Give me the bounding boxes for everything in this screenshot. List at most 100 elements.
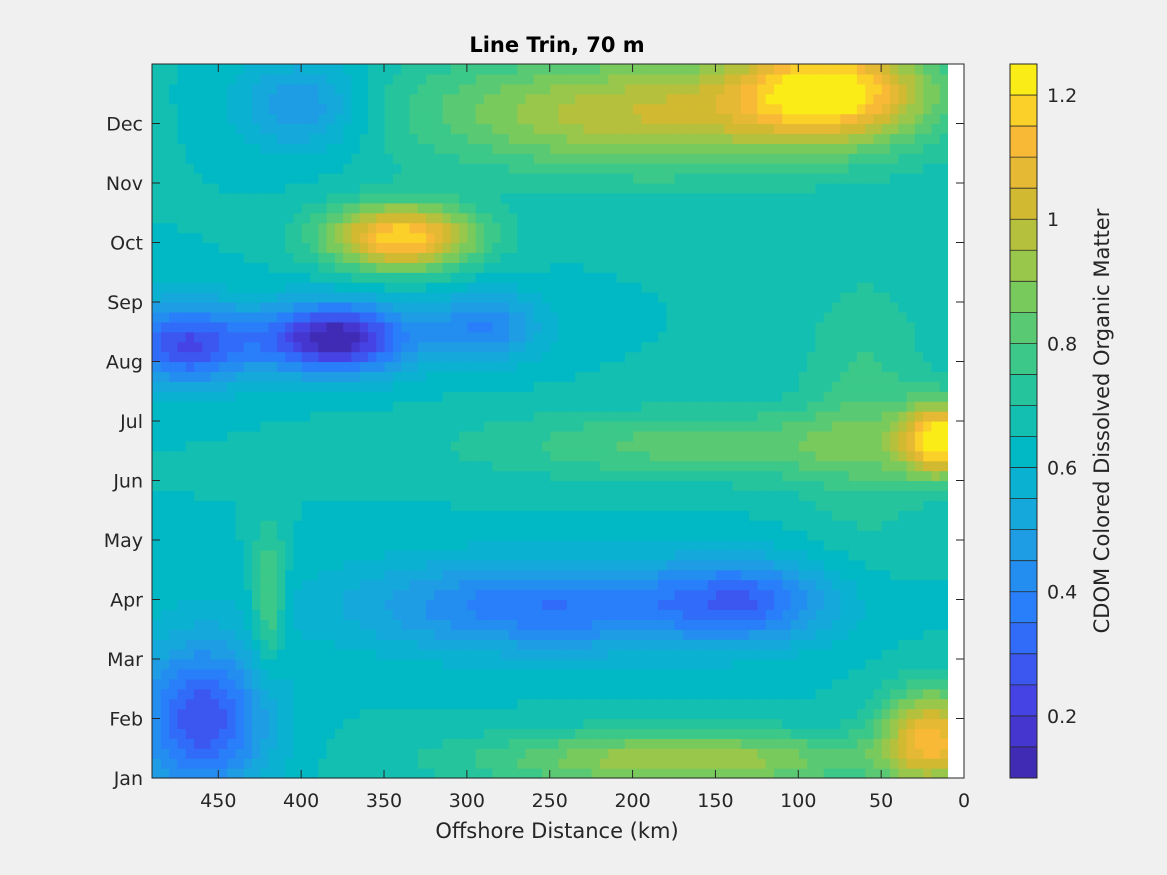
heatmap-cell [740, 728, 750, 739]
heatmap-cell [856, 490, 866, 501]
heatmap-cell [914, 470, 924, 482]
heatmap-cell [533, 331, 543, 343]
heatmap-cell [408, 113, 418, 125]
heatmap-cell [748, 183, 758, 194]
heatmap-cell [508, 292, 518, 303]
heatmap-cell [516, 311, 526, 323]
heatmap-cell [524, 728, 534, 739]
heatmap-cell [574, 371, 584, 382]
heatmap-cell [715, 292, 725, 303]
heatmap-cell [914, 569, 924, 581]
heatmap-cell [425, 738, 435, 749]
heatmap-cell [549, 758, 559, 769]
heatmap-cell [773, 460, 783, 472]
heatmap-cell [558, 183, 567, 194]
heatmap-cell [591, 232, 601, 244]
heatmap-cell [781, 639, 791, 650]
heatmap-cell [640, 103, 650, 115]
heatmap-cell [922, 549, 932, 561]
heatmap-cell [839, 123, 849, 135]
heatmap-cell [723, 321, 733, 333]
heatmap-cell [516, 440, 526, 452]
heatmap-cell [682, 83, 692, 95]
heatmap-cell [732, 302, 741, 313]
heatmap-cell [574, 202, 584, 214]
heatmap-cell [558, 500, 567, 511]
heatmap-cell [872, 292, 882, 303]
heatmap-cell [524, 768, 534, 779]
heatmap-cell [765, 381, 775, 392]
heatmap-cell [384, 748, 393, 759]
heatmap-cell [806, 569, 816, 581]
heatmap-cell [558, 123, 567, 135]
heatmap-cell [864, 83, 874, 95]
heatmap-cell [723, 440, 733, 452]
heatmap-cell [607, 500, 617, 511]
heatmap-cell [425, 599, 435, 611]
heatmap-cell [798, 302, 808, 313]
heatmap-cell [616, 609, 625, 620]
heatmap-cell [450, 163, 460, 174]
heatmap-cell [616, 639, 625, 650]
heatmap-cell [930, 83, 940, 95]
heatmap-cell [922, 192, 932, 204]
heatmap-cell [574, 311, 584, 323]
heatmap-cell [632, 440, 642, 452]
heatmap-cell [624, 708, 634, 720]
heatmap-cell [607, 430, 617, 442]
heatmap-cell [558, 728, 567, 739]
heatmap-cell [823, 113, 833, 125]
heatmap-cell [458, 540, 468, 551]
heatmap-cell [732, 540, 741, 551]
heatmap-cell [657, 599, 667, 611]
heatmap-cell [541, 768, 551, 779]
heatmap-cell [442, 173, 451, 184]
heatmap-cell [491, 540, 501, 551]
heatmap-cell [533, 470, 543, 482]
heatmap-cell [616, 331, 625, 343]
heatmap-cell [433, 748, 443, 759]
heatmap-cell [599, 153, 609, 164]
heatmap-cell [616, 768, 625, 779]
heatmap-cell [806, 549, 816, 561]
heatmap-cell [939, 202, 949, 214]
heatmap-cell [939, 688, 949, 700]
heatmap-cell [458, 381, 468, 392]
heatmap-cell [591, 113, 601, 125]
heatmap-cell [881, 302, 891, 313]
heatmap-cell [715, 272, 725, 283]
heatmap-cell [599, 599, 609, 611]
heatmap-cell [864, 252, 874, 263]
heatmap-cell [425, 272, 435, 283]
heatmap-cell [864, 440, 874, 452]
heatmap-cell [400, 93, 410, 105]
heatmap-cell [773, 202, 783, 214]
heatmap-cell [384, 272, 393, 283]
heatmap-cell [508, 133, 518, 144]
heatmap-cell [839, 401, 849, 412]
heatmap-cell [400, 202, 410, 214]
heatmap-cell [649, 649, 659, 660]
heatmap-cell [740, 282, 750, 293]
heatmap-cell [549, 331, 559, 343]
heatmap-cell [806, 64, 816, 75]
heatmap-cell [781, 480, 791, 492]
heatmap-cell [558, 192, 567, 204]
heatmap-cell [930, 153, 940, 164]
heatmap-cell [632, 688, 642, 700]
heatmap-cell [408, 371, 418, 382]
heatmap-cell [839, 341, 849, 353]
heatmap-cell [864, 688, 874, 700]
heatmap-cell [533, 510, 543, 521]
heatmap-cell [806, 242, 816, 254]
heatmap-cell [541, 678, 551, 690]
heatmap-cell [806, 232, 816, 244]
heatmap-cell [508, 351, 518, 363]
heatmap-cell [616, 93, 625, 105]
heatmap-cell [889, 500, 899, 511]
heatmap-cell [425, 113, 435, 125]
heatmap-cell [582, 212, 592, 224]
heatmap-cell [707, 381, 717, 392]
heatmap-cell [616, 133, 625, 144]
heatmap-cell [756, 212, 766, 224]
